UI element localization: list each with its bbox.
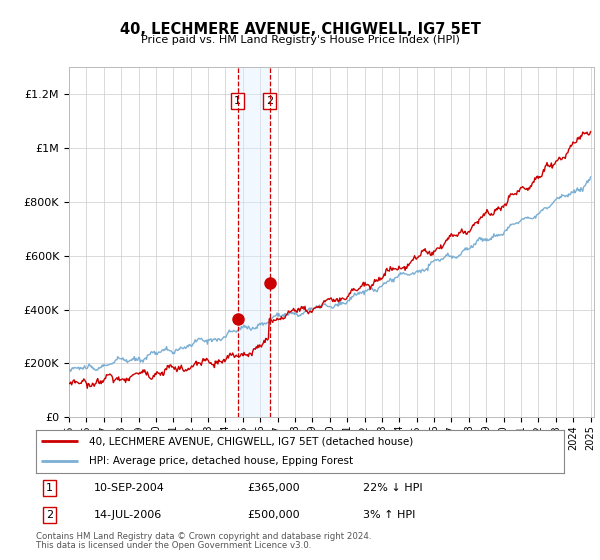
Text: 40, LECHMERE AVENUE, CHIGWELL, IG7 5ET: 40, LECHMERE AVENUE, CHIGWELL, IG7 5ET: [119, 22, 481, 38]
Text: This data is licensed under the Open Government Licence v3.0.: This data is licensed under the Open Gov…: [36, 541, 311, 550]
Text: 2: 2: [46, 510, 53, 520]
Text: 22% ↓ HPI: 22% ↓ HPI: [364, 483, 423, 493]
Text: 1: 1: [234, 96, 241, 106]
Text: 10-SEP-2004: 10-SEP-2004: [94, 483, 165, 493]
Text: 14-JUL-2006: 14-JUL-2006: [94, 510, 163, 520]
Text: 2: 2: [266, 96, 273, 106]
Text: HPI: Average price, detached house, Epping Forest: HPI: Average price, detached house, Eppi…: [89, 456, 353, 466]
Text: 40, LECHMERE AVENUE, CHIGWELL, IG7 5ET (detached house): 40, LECHMERE AVENUE, CHIGWELL, IG7 5ET (…: [89, 436, 413, 446]
Text: 3% ↑ HPI: 3% ↑ HPI: [364, 510, 416, 520]
Text: 1: 1: [46, 483, 53, 493]
Text: £365,000: £365,000: [247, 483, 300, 493]
Bar: [238, 67, 269, 417]
Text: Price paid vs. HM Land Registry's House Price Index (HPI): Price paid vs. HM Land Registry's House …: [140, 35, 460, 45]
Text: £500,000: £500,000: [247, 510, 300, 520]
Text: Contains HM Land Registry data © Crown copyright and database right 2024.: Contains HM Land Registry data © Crown c…: [36, 532, 371, 541]
